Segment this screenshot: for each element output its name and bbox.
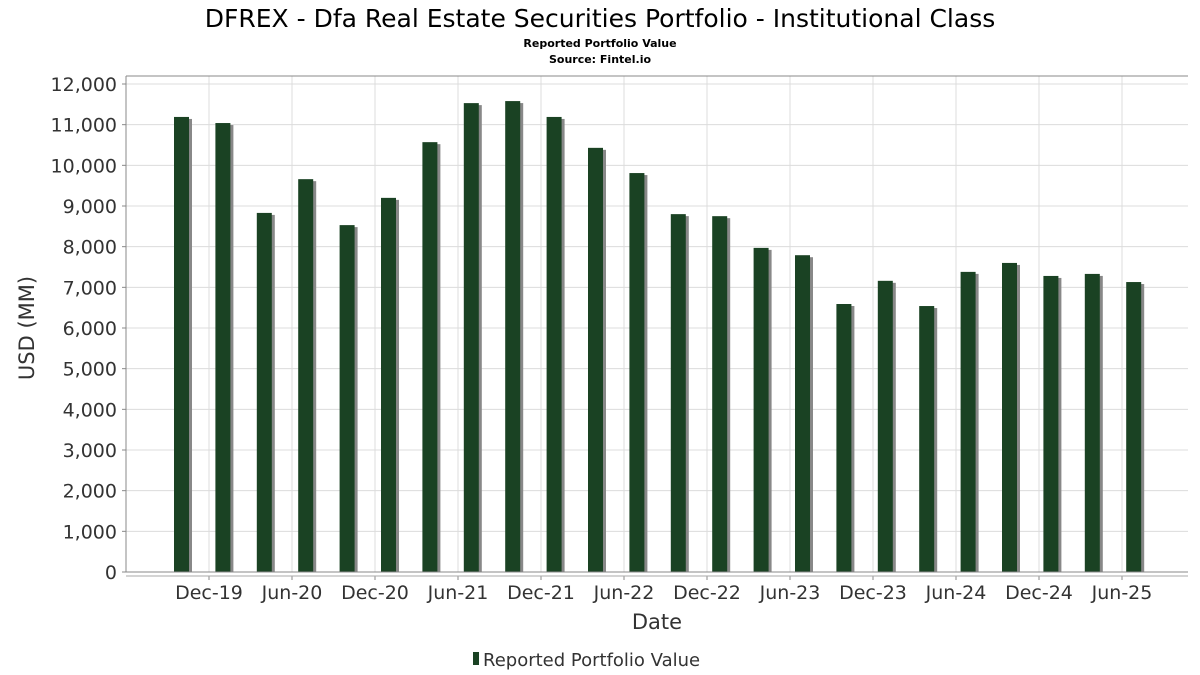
bar (588, 147, 603, 572)
bar (546, 116, 562, 572)
bar (753, 247, 769, 573)
y-tick-label: 2,000 (63, 481, 117, 503)
bar (505, 101, 521, 572)
bar (712, 216, 728, 572)
bar (629, 173, 645, 572)
bar (1043, 275, 1059, 572)
y-tick-label: 5,000 (63, 359, 117, 381)
x-tick-label: Jun-22 (593, 582, 655, 604)
bar (215, 123, 231, 572)
legend: Reported Portfolio Value (473, 650, 700, 671)
y-tick-label: 0 (105, 562, 117, 584)
gridlines (126, 76, 1188, 573)
y-tick-label: 11,000 (51, 115, 117, 137)
bar (836, 304, 852, 572)
y-tick-label: 10,000 (51, 155, 117, 177)
bar (795, 255, 810, 572)
x-axis-label: Date (632, 610, 682, 634)
y-tick-label: 3,000 (63, 440, 117, 462)
x-tick-label: Dec-22 (673, 582, 741, 604)
x-tick-label: Dec-23 (839, 582, 907, 604)
y-tick-label: 9,000 (63, 196, 117, 218)
bars (174, 101, 1145, 573)
y-axis-label: USD (MM) (15, 276, 39, 380)
y-tick-label: 4,000 (63, 399, 117, 421)
bar (381, 197, 396, 572)
x-tick-label: Jun-20 (261, 582, 323, 604)
bar (960, 271, 976, 572)
y-tick-label: 1,000 (63, 521, 117, 543)
y-tick-label: 6,000 (63, 318, 117, 340)
bar (339, 225, 355, 572)
bar (1126, 282, 1142, 572)
bar (1084, 273, 1100, 572)
bar (298, 179, 314, 572)
plot-area (126, 76, 1188, 572)
chart-source: Source: Fintel.io (549, 53, 651, 66)
bar (256, 212, 272, 572)
x-tick-label: Jun-21 (427, 582, 489, 604)
bar (174, 116, 189, 572)
bar (670, 214, 686, 572)
x-tick-label: Jun-25 (1091, 582, 1153, 604)
x-tick-label: Dec-20 (341, 582, 409, 604)
x-tick-label: Dec-21 (507, 582, 575, 604)
bar (422, 142, 438, 573)
y-tick-label: 8,000 (63, 237, 117, 259)
bar (463, 103, 479, 572)
y-tick-label: 12,000 (51, 74, 117, 96)
bar (919, 306, 935, 572)
legend-label: Reported Portfolio Value (483, 650, 700, 671)
y-tick-label: 7,000 (63, 277, 117, 299)
axes: 0 1,000 2,000 3,000 4,000 5,000 6,000 7,000 8,00… (51, 74, 1188, 604)
legend-swatch (473, 652, 479, 665)
x-tick-label: Dec-24 (1005, 582, 1073, 604)
x-tick-label: Jun-24 (925, 582, 987, 604)
chart-subtitle: Reported Portfolio Value (523, 37, 676, 50)
x-tick-label: Dec-19 (175, 582, 243, 604)
x-tick-label: Jun-23 (759, 582, 821, 604)
chart-title: DFREX - Dfa Real Estate Securities Portf… (205, 4, 996, 33)
bar (877, 280, 893, 572)
bar (1002, 262, 1017, 572)
